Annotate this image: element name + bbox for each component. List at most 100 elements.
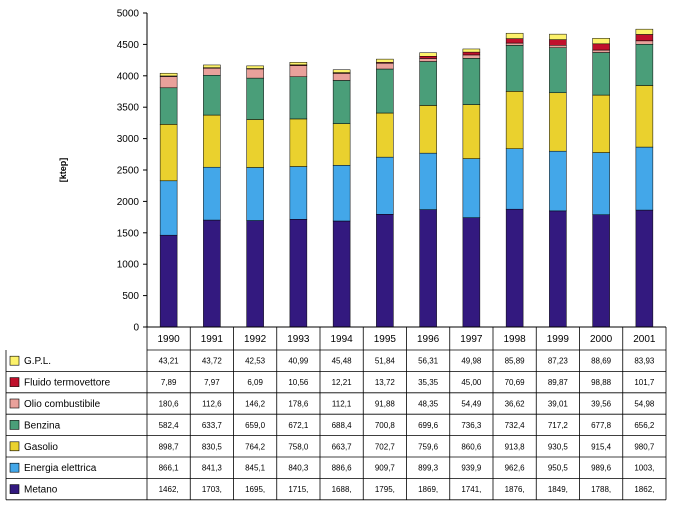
bar-segment [289,62,308,66]
bar-segment [635,28,654,35]
table-cell-value: 840,3 [288,464,309,473]
table-cell-value: 899,3 [418,464,439,473]
legend-label: Metano [24,485,58,496]
bar-segment [332,73,351,81]
table-cell-value: 49,98 [461,357,482,366]
y-tick-label: 1500 [117,228,140,239]
table-cell-value: 146,2 [245,400,266,409]
bar-segment [332,123,351,166]
legend-label: Olio combustibile [24,399,101,410]
table-cell-value: 112,6 [202,400,222,409]
y-axis-label: [ktep] [58,158,68,183]
table-cell-value: 88,69 [591,357,612,366]
x-tick-label: 1997 [460,334,483,345]
bar-segment [159,72,178,77]
y-tick-label: 2500 [117,166,140,177]
bar-segment [203,64,221,68]
bar-segment [159,87,178,125]
table-cell-value: 91,88 [375,400,396,409]
legend-swatch [9,420,20,430]
legend-label: G.P.L. [24,356,51,367]
table-cell-value: 40,99 [288,357,309,366]
table-cell-value: 48,35 [418,400,439,409]
legend-swatch [9,398,20,409]
table-cell-value: 633,7 [202,421,223,430]
bar-segment [203,114,221,168]
table-cell-value: 841,3 [202,464,223,473]
table-cell-value: 845,1 [245,464,266,473]
x-tick-label: 2001 [633,334,656,345]
bar-segment [246,119,264,168]
table-cell-value: 35,35 [418,378,439,387]
table-cell-value: 930,5 [548,442,569,451]
table-cell-value: 180,6 [159,400,180,409]
bar-segment [592,37,610,45]
table-cell-value: 101,7 [634,378,655,387]
bar-segment [376,214,394,328]
table-cell-value: 909,7 [375,464,396,473]
bar-segment [332,165,351,222]
y-tick-label: 1000 [117,260,140,271]
bar-segment [419,209,437,328]
bar-segment [332,220,351,328]
table-cell-value: 83,93 [634,357,655,366]
bar-segment [635,146,654,211]
bar-segment [505,91,524,149]
table-cell-value: 45,48 [332,357,353,366]
bar-segment [376,156,394,215]
table-cell-value: 6,09 [247,378,263,387]
bar-segment [376,68,394,114]
table-cell-value: 1795, [375,485,395,494]
table-cell-value: 1695, [245,485,265,494]
bar-segment [635,85,654,148]
table-cell-value: 700,8 [375,421,396,430]
bar-segment [419,52,437,57]
bar-segment [549,45,567,48]
bar-segment [419,152,437,210]
bar-segment [462,51,481,56]
bar-segment [549,33,567,40]
bar-segment [549,210,567,328]
bar-segment [289,76,308,120]
table-cell-value: 758,0 [288,442,309,451]
table-cell-value: 732,4 [505,421,526,430]
table-cell-value: 659,0 [245,421,266,430]
legend-swatch [9,441,20,452]
bar-segment [505,208,524,328]
bar-segment [549,47,567,94]
y-tick-label: 5000 [117,9,140,20]
x-tick-label: 1996 [417,334,440,345]
table-cell-value: 677,8 [591,421,612,430]
bar-segment [505,148,524,210]
table-cell-value: 962,6 [505,464,526,473]
table-cell-value: 51,84 [375,357,396,366]
table-cell-value: 7,89 [161,378,177,387]
table-cell-value: 1003, [634,464,654,473]
legend-swatch [9,377,20,387]
bar-segment [289,65,308,77]
table-cell-value: 56,31 [418,357,439,366]
bar-segment [592,49,610,53]
bar-segment [332,69,351,73]
x-tick-label: 1999 [547,334,570,345]
bar-segment [332,80,351,124]
table-cell-value: 702,7 [375,442,396,451]
table-cell-value: 688,4 [332,421,353,430]
bar-segment [592,52,610,96]
bar-segment [462,104,481,159]
table-cell-value: 1869, [418,485,438,494]
y-tick-label: 2000 [117,197,140,208]
table-cell-value: 89,87 [548,378,569,387]
x-tick-label: 1993 [287,334,310,345]
table-cell-value: 87,23 [548,357,569,366]
bar-segment [462,54,481,59]
bar-segment [419,61,437,106]
table-cell-value: 36,62 [505,400,526,409]
table-cell-value: 672,1 [288,421,309,430]
bar-segment [635,44,654,86]
bar-segment [505,45,524,92]
bar-segment [246,77,264,120]
table-cell-value: 980,7 [634,442,655,451]
table-cell-value: 1715, [288,485,308,494]
bar-segment [203,219,221,328]
